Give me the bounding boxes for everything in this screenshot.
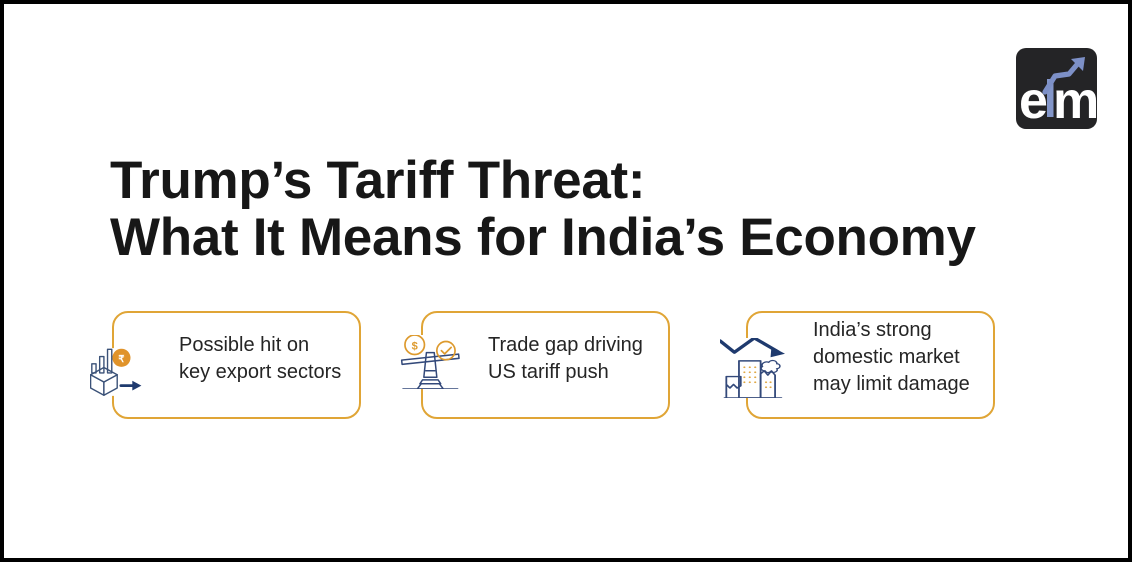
svg-text:e: e xyxy=(1019,72,1048,129)
svg-text:₹: ₹ xyxy=(118,354,125,365)
svg-text:$: $ xyxy=(412,340,418,352)
svg-text:m: m xyxy=(1053,72,1097,129)
